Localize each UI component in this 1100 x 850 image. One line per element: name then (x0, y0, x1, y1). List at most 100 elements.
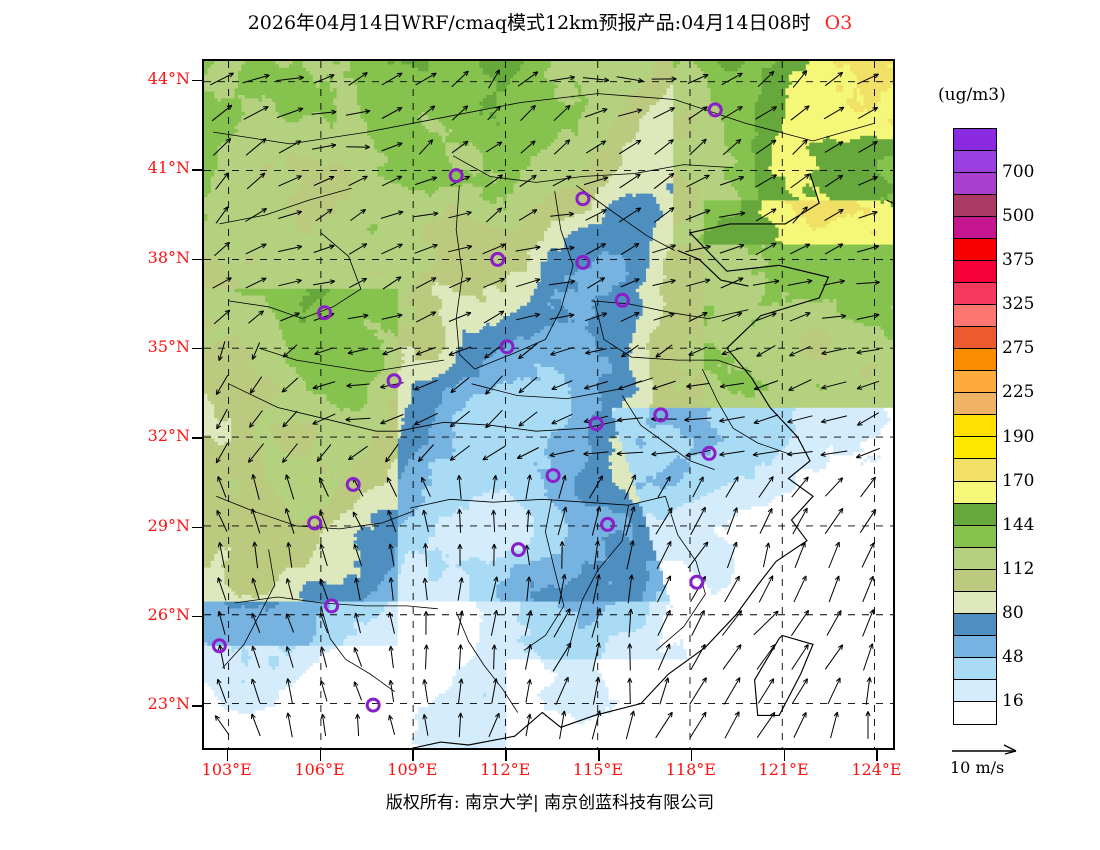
lat-tick-mark (192, 258, 202, 261)
colorbar-band (954, 613, 996, 636)
colorbar-tick-label: 375 (1002, 250, 1035, 271)
colorbar-tick-label: 225 (1002, 382, 1035, 403)
lon-tick-mark (319, 750, 322, 761)
lon-tick-label: 124°E (851, 760, 902, 779)
colorbar-band (954, 635, 996, 658)
lat-tick-mark (192, 526, 202, 529)
city-marker[interactable] (307, 515, 323, 531)
colorbar-band (954, 657, 996, 680)
lon-tick-label: 112°E (480, 760, 531, 779)
forecast-map[interactable] (202, 59, 895, 750)
lat-tick-mark (192, 437, 202, 439)
colorbar-tick-label: 190 (1002, 426, 1035, 447)
city-marker[interactable] (365, 697, 381, 713)
colorbar-band (954, 217, 996, 240)
colorbar-tick-label: 112 (1002, 558, 1035, 579)
city-marker[interactable] (575, 254, 591, 270)
colorbar-band (954, 151, 996, 174)
title-text: 2026年04月14日WRF/cmaq模式12km预报产品:04月14日08时 (247, 12, 811, 34)
colorbar-band (954, 481, 996, 504)
city-marker[interactable] (317, 305, 333, 321)
lon-tick-mark (876, 750, 878, 761)
colorbar-band (954, 437, 996, 460)
colorbar-band (954, 591, 996, 614)
city-marker[interactable] (614, 292, 630, 308)
city-marker[interactable] (701, 445, 717, 461)
colorbar-band (954, 503, 996, 526)
lat-tick-mark (192, 705, 202, 707)
colorbar-band (954, 679, 996, 702)
colorbar-band (954, 283, 996, 306)
colorbar-band (954, 327, 996, 350)
colorbar-tick-label: 500 (1002, 206, 1035, 227)
city-marker[interactable] (345, 477, 361, 492)
colorbar-band (954, 195, 996, 218)
colorbar-tick-label: 144 (1002, 514, 1035, 535)
city-marker[interactable] (707, 102, 723, 118)
city-marker[interactable] (448, 168, 464, 184)
colorbar-band (954, 569, 996, 592)
lat-tick-label: 35°N (147, 336, 190, 356)
city-marker[interactable] (490, 251, 506, 267)
city-marker[interactable] (653, 407, 669, 423)
colorbar-units: (ug/m3) (938, 85, 1006, 105)
city-marker[interactable] (588, 416, 604, 432)
lon-tick-label: 115°E (572, 760, 624, 779)
city-markers (211, 102, 723, 713)
wind-scale-label: 10 m/s (950, 758, 1005, 777)
city-marker[interactable] (211, 638, 227, 654)
lat-tick-mark (192, 615, 202, 618)
city-marker[interactable] (324, 598, 340, 614)
wind-reference-arrow (952, 744, 1017, 755)
copyright-footer: 版权所有: 南京大学| 南京创蓝科技有限公司 (385, 793, 715, 813)
lat-tick-mark (192, 347, 202, 350)
lat-tick-label: 23°N (147, 694, 190, 714)
colorbar-band (954, 349, 996, 372)
colorbar-band (954, 261, 996, 284)
colorbar-tick-label: 325 (1002, 294, 1035, 315)
colorbar-band (954, 525, 996, 548)
colorbar[interactable] (953, 128, 997, 725)
lat-tick-label: 29°N (147, 515, 190, 535)
colorbar-band (954, 547, 996, 570)
concentration-contours (204, 61, 893, 748)
city-marker[interactable] (545, 468, 561, 484)
colorbar-tick-label: 275 (1002, 338, 1035, 359)
city-marker[interactable] (575, 191, 591, 207)
lat-tick-label: 44°N (147, 68, 190, 88)
city-marker[interactable] (499, 339, 515, 355)
lon-tick-label: 109°E (387, 760, 438, 779)
lon-tick-label: 118°E (665, 760, 716, 779)
colorbar-band (954, 415, 996, 438)
lon-tick-mark (598, 750, 600, 761)
colorbar-band (954, 701, 996, 724)
colorbar-tick-label: 80 (1002, 602, 1024, 623)
province-borders (213, 93, 893, 748)
colorbar-tick-label: 16 (1002, 690, 1024, 711)
lon-tick-mark (226, 750, 229, 761)
lat-tick-label: 41°N (147, 158, 190, 178)
city-marker[interactable] (600, 516, 616, 532)
lat-tick-label: 38°N (147, 247, 190, 267)
colorbar-tick-label: 48 (1002, 646, 1024, 667)
lat-tick-mark (192, 79, 202, 82)
colorbar-band (954, 239, 996, 262)
city-marker[interactable] (689, 574, 705, 590)
colorbar-band (954, 173, 996, 196)
species-label: O3 (824, 12, 853, 34)
lon-tick-mark (412, 750, 414, 761)
lon-tick-mark (783, 750, 786, 761)
city-marker[interactable] (386, 373, 402, 389)
lon-tick-label: 121°E (758, 760, 809, 779)
map-canvas (204, 61, 893, 748)
lon-tick-label: 106°E (294, 760, 345, 779)
colorbar-tick-label: 700 (1002, 162, 1035, 183)
colorbar-band (954, 371, 996, 394)
colorbar-band (954, 459, 996, 482)
lat-tick-label: 26°N (147, 604, 190, 624)
lon-tick-mark (505, 750, 507, 761)
city-marker[interactable] (510, 542, 526, 558)
lon-tick-mark (690, 750, 693, 761)
wind-vector-field (210, 69, 880, 740)
lon-tick-label: 103°E (201, 760, 252, 779)
